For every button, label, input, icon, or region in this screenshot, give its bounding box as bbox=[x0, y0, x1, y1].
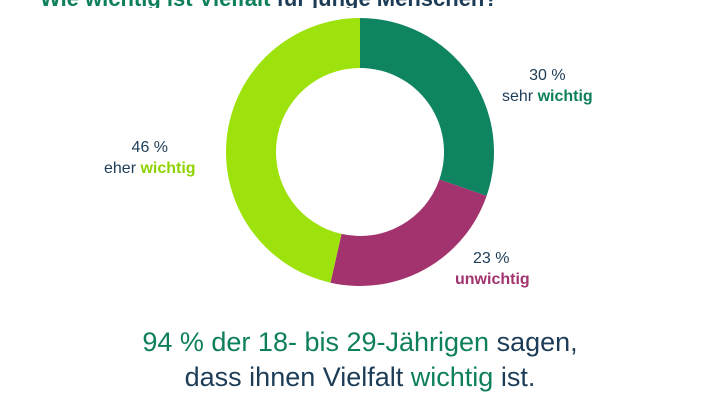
cut-off-title: Wie wichtig ist Vielfalt für junge Mensc… bbox=[40, 0, 700, 8]
donut-segment-sehr-wichtig bbox=[360, 18, 494, 196]
summary-highlight-group: 94 % der 18- bis 29-Jährigen bbox=[142, 327, 490, 357]
summary-highlight-wichtig: wichtig bbox=[410, 362, 494, 392]
summary-line-1: 94 % der 18- bis 29-Jährigen sagen, bbox=[0, 325, 720, 360]
label-eher-wichtig-prefix: eher bbox=[104, 160, 141, 177]
summary-text: 94 % der 18- bis 29-Jährigen sagen, dass… bbox=[0, 325, 720, 395]
label-sehr-wichtig-prefix: sehr bbox=[502, 88, 538, 105]
label-sehr-wichtig-word: wichtig bbox=[537, 88, 593, 105]
label-eher-wichtig-word: wichtig bbox=[140, 160, 196, 177]
label-sehr-wichtig: 30 % sehr wichtig bbox=[502, 65, 593, 107]
summary-line-2: dass ihnen Vielfalt wichtig ist. bbox=[0, 360, 720, 395]
title-green: Wie wichtig ist Vielfalt bbox=[40, 0, 270, 8]
label-eher-wichtig-pct: 46 % bbox=[131, 139, 169, 156]
summary-line-2-a: dass ihnen Vielfalt bbox=[184, 362, 411, 392]
donut-segment-eher-wichtig bbox=[226, 18, 360, 283]
label-unwichtig: 23 % unwichtig bbox=[455, 248, 530, 290]
label-eher-wichtig: 46 % eher wichtig bbox=[104, 137, 196, 179]
title-dark: für junge Menschen? bbox=[277, 0, 498, 8]
label-sehr-wichtig-pct: 30 % bbox=[529, 67, 566, 84]
summary-line-2-b: ist. bbox=[493, 362, 536, 392]
summary-line-1-rest: sagen, bbox=[489, 327, 578, 357]
label-unwichtig-word: unwichtig bbox=[455, 271, 530, 288]
donut-segment-unwichtig bbox=[330, 179, 487, 286]
label-unwichtig-pct: 23 % bbox=[473, 250, 510, 267]
